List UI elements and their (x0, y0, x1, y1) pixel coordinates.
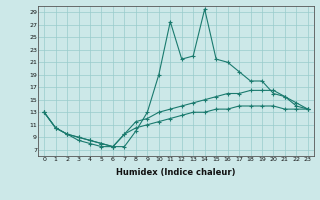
X-axis label: Humidex (Indice chaleur): Humidex (Indice chaleur) (116, 168, 236, 177)
